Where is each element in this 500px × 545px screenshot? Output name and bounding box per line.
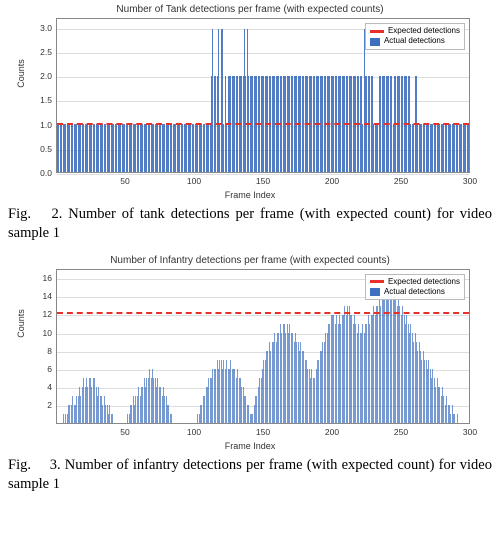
xtick-label: 100	[187, 176, 201, 186]
legend-swatch-expected	[370, 30, 384, 33]
legend-expected: Expected detections	[370, 26, 460, 36]
bar	[454, 414, 455, 423]
legend-swatch-expected	[370, 280, 384, 283]
ytick-label: 4	[22, 382, 52, 392]
legend-label-expected: Expected detections	[388, 277, 460, 287]
ytick-label: 0.0	[22, 168, 52, 178]
bar	[112, 414, 113, 423]
legend-actual: Actual detections	[370, 287, 460, 297]
ytick-label: 2.5	[22, 47, 52, 57]
legend-swatch-actual	[370, 38, 380, 46]
xtick-label: 300	[463, 176, 477, 186]
legend-label-actual: Actual detections	[384, 36, 445, 46]
fig3-expected-line	[57, 312, 469, 314]
xtick-label: 200	[325, 427, 339, 437]
fig3-xlabel: Frame Index	[225, 441, 276, 451]
fig2-expected-line	[57, 123, 469, 125]
ytick-label: 1.5	[22, 95, 52, 105]
legend-actual: Actual detections	[370, 36, 460, 46]
fig3-title: Number of Infantry detections per frame …	[20, 255, 480, 266]
ytick-label: 3.0	[22, 23, 52, 33]
legend-label-expected: Expected detections	[388, 26, 460, 36]
bar	[171, 414, 172, 423]
xtick-label: 50	[120, 427, 129, 437]
fig3-legend: Expected detections Actual detections	[365, 274, 465, 301]
bar	[63, 414, 64, 423]
xtick-label: 150	[256, 427, 270, 437]
ytick-label: 16	[22, 273, 52, 283]
ytick-label: 8	[22, 346, 52, 356]
ytick-label: 2.0	[22, 71, 52, 81]
bar	[457, 414, 458, 423]
fig2-plot-area: Expected detections Actual detections	[56, 18, 470, 173]
legend-swatch-actual	[370, 288, 380, 296]
xtick-label: 250	[394, 427, 408, 437]
legend-expected: Expected detections	[370, 277, 460, 287]
bar	[468, 124, 469, 172]
fig3-caption: Fig. 3. Number of infantry detections pe…	[8, 456, 492, 494]
gridline	[57, 174, 469, 175]
ytick-label: 1.0	[22, 120, 52, 130]
ytick-label: 6	[22, 364, 52, 374]
fig2-legend: Expected detections Actual detections	[365, 23, 465, 50]
xtick-label: 100	[187, 427, 201, 437]
fig3-chart: Number of Infantry detections per frame …	[20, 255, 480, 450]
xtick-label: 200	[325, 176, 339, 186]
xtick-label: 300	[463, 427, 477, 437]
ytick-label: 0.5	[22, 144, 52, 154]
fig2-title: Number of Tank detections per frame (wit…	[20, 4, 480, 15]
xtick-label: 50	[120, 176, 129, 186]
xtick-label: 150	[256, 176, 270, 186]
fig2-xlabel: Frame Index	[225, 190, 276, 200]
figure-3: Number of Infantry detections per frame …	[8, 255, 492, 494]
fig2-caption: Fig. 2. Number of tank detections per fr…	[8, 205, 492, 243]
ytick-label: 14	[22, 291, 52, 301]
fig3-plot-area: Expected detections Actual detections	[56, 269, 470, 424]
figure-2: Number of Tank detections per frame (wit…	[8, 4, 492, 243]
xtick-label: 250	[394, 176, 408, 186]
ytick-label: 10	[22, 328, 52, 338]
legend-label-actual: Actual detections	[384, 287, 445, 297]
ytick-label: 2	[22, 400, 52, 410]
fig2-chart: Number of Tank detections per frame (wit…	[20, 4, 480, 199]
ytick-label: 12	[22, 309, 52, 319]
